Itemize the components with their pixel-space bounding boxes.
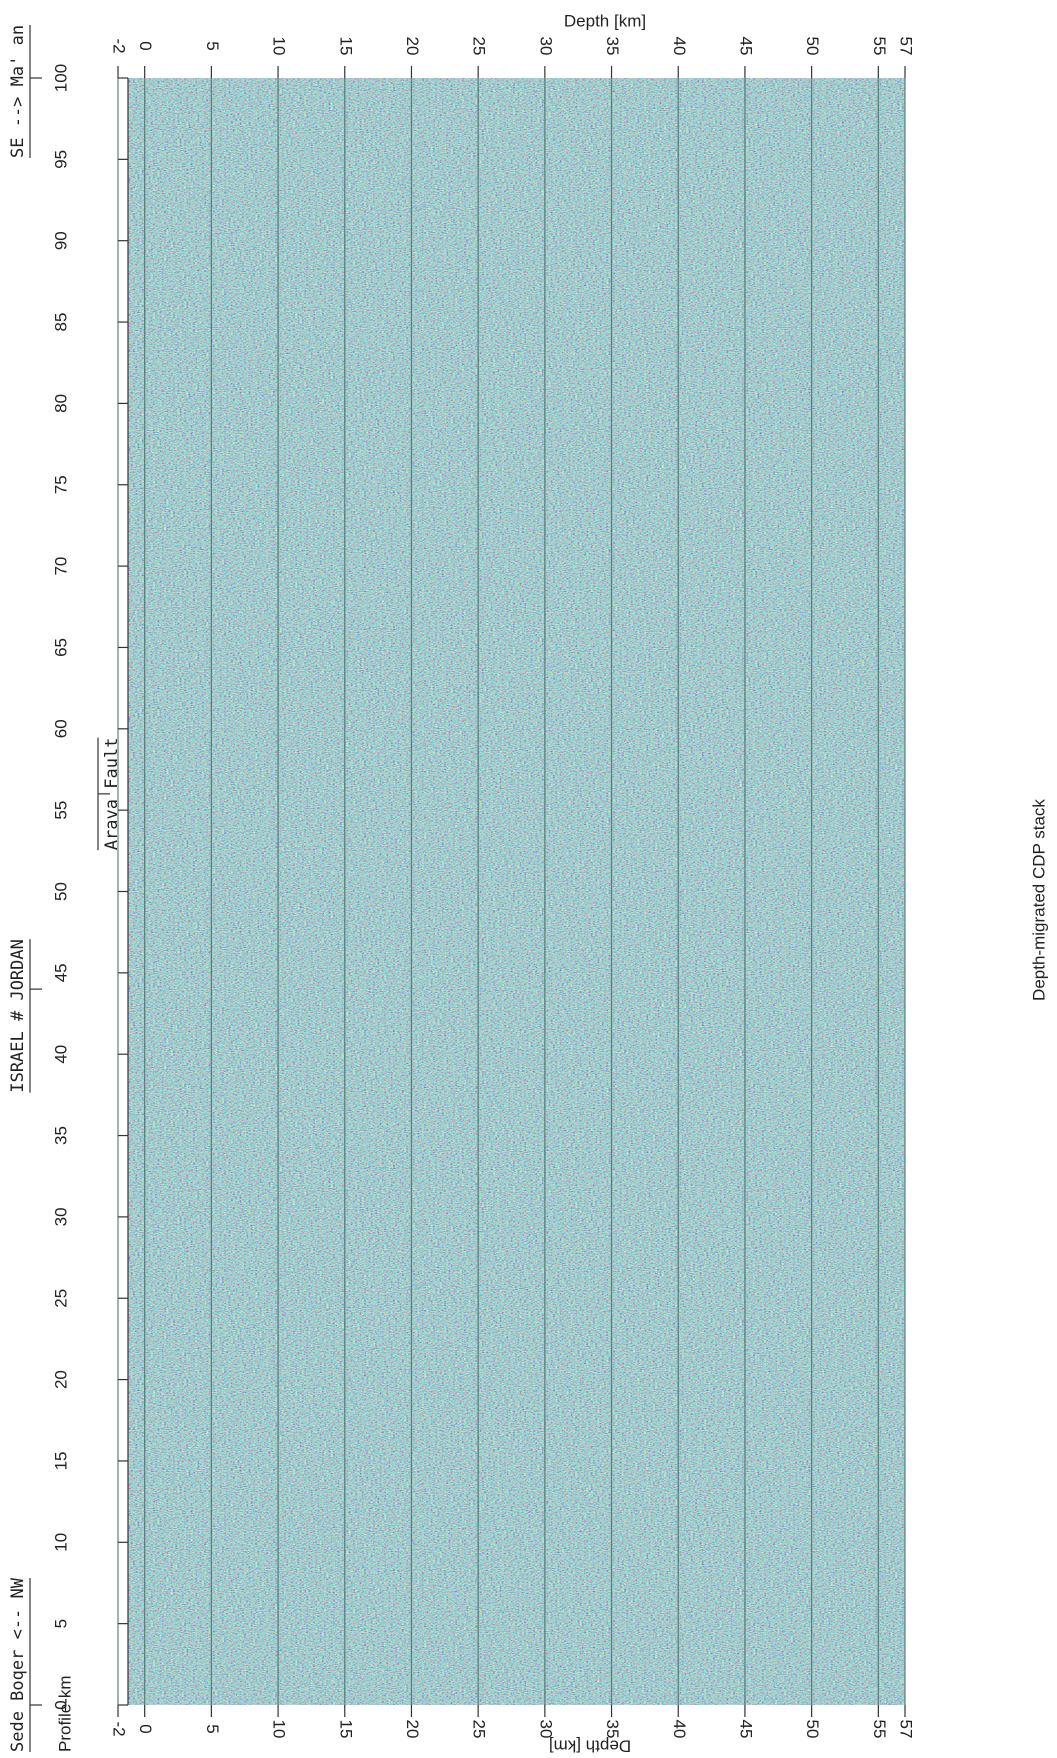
profile-tick-label: 85 bbox=[51, 313, 70, 332]
annotation: ISRAEL # JORDAN bbox=[8, 939, 28, 1093]
depth-tick-label: 50 bbox=[803, 37, 822, 56]
depth-tick-label: 15 bbox=[336, 1720, 355, 1739]
annotation: SE --> Ma' an bbox=[8, 25, 28, 158]
depth-tick-label: 30 bbox=[536, 37, 555, 56]
depth-tick-label: 57 bbox=[897, 1720, 916, 1739]
depth-tick-label: 55 bbox=[870, 1720, 889, 1739]
profile-tick-label: 25 bbox=[51, 1289, 70, 1308]
annotation: Sede Boqer <-- NW bbox=[8, 1577, 28, 1752]
depth-tick-label: 55 bbox=[870, 37, 889, 56]
depth-tick-label: 0 bbox=[136, 1724, 155, 1733]
profile-tick-label: 65 bbox=[51, 638, 70, 657]
annotation: Arava Fault bbox=[102, 738, 122, 851]
depth-tick-label: 57 bbox=[897, 37, 916, 56]
profile-tick-label: 30 bbox=[51, 1207, 70, 1226]
depth-tick-label: 40 bbox=[670, 1720, 689, 1739]
profile-tick-label: 80 bbox=[51, 394, 70, 413]
profile-tick-label: 45 bbox=[51, 963, 70, 982]
depth-tick-label: -2 bbox=[110, 38, 129, 53]
depth-tick-label: 35 bbox=[603, 37, 622, 56]
depth-tick-label: 0 bbox=[136, 41, 155, 50]
seismic-image bbox=[128, 78, 905, 1705]
depth-tick-label: 30 bbox=[536, 1720, 555, 1739]
profile-tick-label: 100 bbox=[51, 64, 70, 92]
depth-tick-label: -2 bbox=[110, 1721, 129, 1736]
profile-tick-label: 60 bbox=[51, 719, 70, 738]
depth-tick-label: 45 bbox=[736, 37, 755, 56]
profile-tick-label: 5 bbox=[51, 1619, 70, 1628]
depth-tick-label: 5 bbox=[203, 41, 222, 50]
depth-tick-label: 20 bbox=[403, 37, 422, 56]
profile-tick-label: 10 bbox=[51, 1533, 70, 1552]
profile-tick-label: 40 bbox=[51, 1045, 70, 1064]
depth-tick-label: 50 bbox=[803, 1720, 822, 1739]
depth-tick-label: 5 bbox=[203, 1724, 222, 1733]
depth-tick-label: 45 bbox=[736, 1720, 755, 1739]
profile-tick-label: 95 bbox=[51, 150, 70, 169]
profile-tick-label: 55 bbox=[51, 801, 70, 820]
depth-tick-label: 40 bbox=[670, 37, 689, 56]
profile-tick-label: 35 bbox=[51, 1126, 70, 1145]
profile-tick-label: 20 bbox=[51, 1370, 70, 1389]
depth-tick-label: 10 bbox=[270, 1720, 289, 1739]
chart-title: Depth-migrated CDP stack bbox=[1029, 799, 1048, 1001]
depth-tick-label: 25 bbox=[470, 37, 489, 56]
profile-tick-label: 70 bbox=[51, 557, 70, 576]
profile-tick-label: 50 bbox=[51, 882, 70, 901]
depth-tick-label: 35 bbox=[603, 1720, 622, 1739]
profile-axis-title: Profile-km bbox=[55, 1675, 74, 1752]
depth-axis-title-bottom: Depth [km] bbox=[549, 1737, 631, 1756]
profile-tick-label: 90 bbox=[51, 231, 70, 250]
depth-tick-label: 20 bbox=[403, 1720, 422, 1739]
profile-tick-label: 0 bbox=[51, 1700, 70, 1709]
depth-axis-title-top: Depth [km] bbox=[564, 11, 646, 30]
depth-tick-label: 10 bbox=[270, 37, 289, 56]
depth-tick-label: 25 bbox=[470, 1720, 489, 1739]
depth-tick-label: 15 bbox=[336, 37, 355, 56]
seismic-wash bbox=[128, 78, 905, 1705]
profile-tick-label: 75 bbox=[51, 475, 70, 494]
profile-tick-label: 15 bbox=[51, 1451, 70, 1470]
